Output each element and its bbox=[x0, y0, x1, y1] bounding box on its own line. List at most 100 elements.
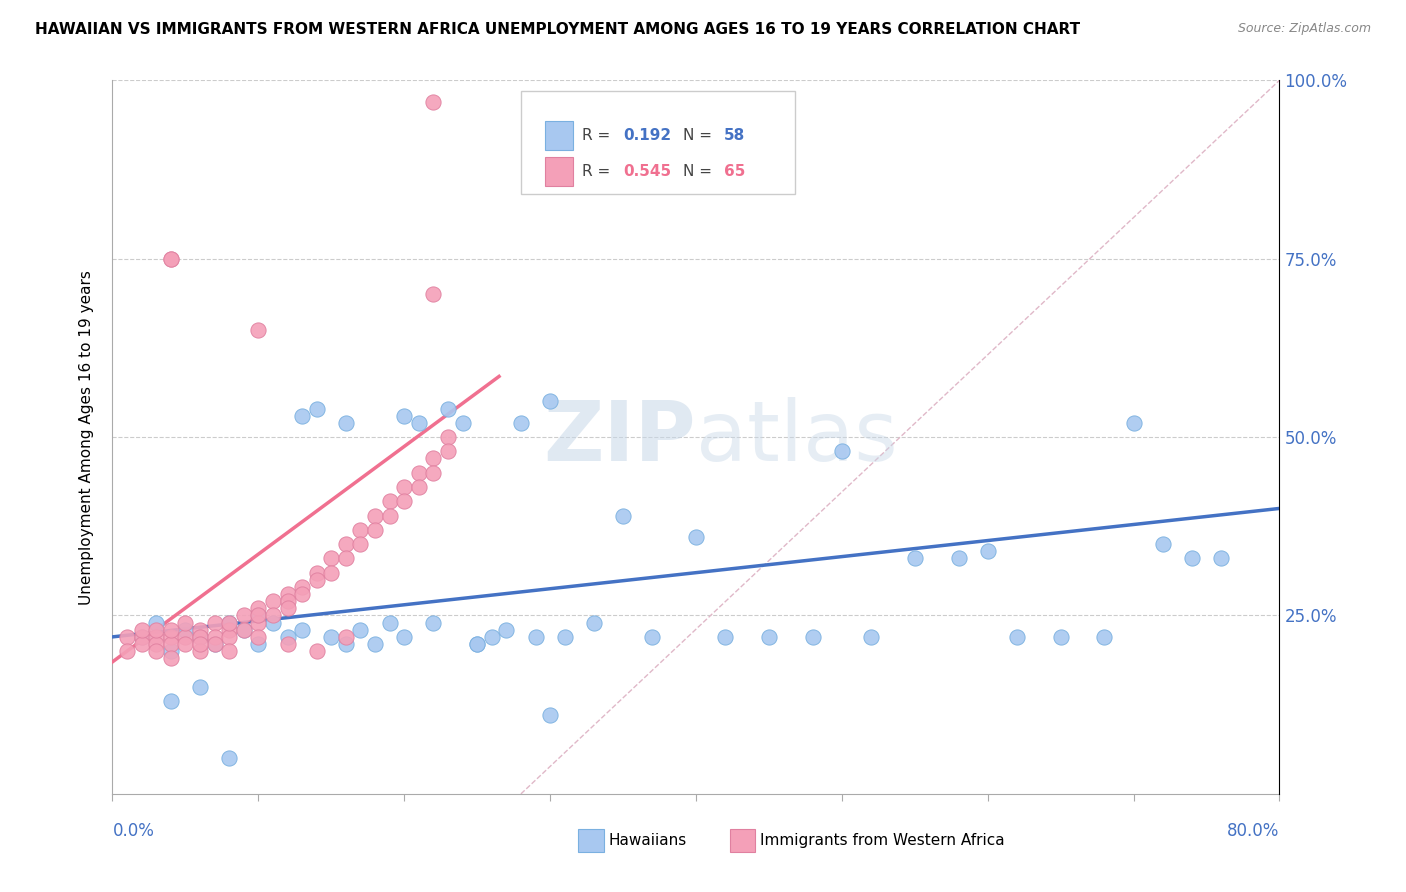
Text: ZIP: ZIP bbox=[544, 397, 696, 477]
Point bbox=[145, 623, 167, 637]
Point bbox=[335, 637, 357, 651]
Point bbox=[276, 587, 298, 601]
Point bbox=[145, 644, 167, 658]
Point bbox=[1005, 630, 1028, 644]
Point bbox=[188, 623, 211, 637]
Point bbox=[160, 630, 183, 644]
Point bbox=[364, 637, 387, 651]
Point bbox=[831, 444, 853, 458]
Point bbox=[422, 615, 444, 630]
Point bbox=[204, 637, 226, 651]
Point bbox=[378, 494, 401, 508]
Text: HAWAIIAN VS IMMIGRANTS FROM WESTERN AFRICA UNEMPLOYMENT AMONG AGES 16 TO 19 YEAR: HAWAIIAN VS IMMIGRANTS FROM WESTERN AFRI… bbox=[35, 22, 1080, 37]
Text: 0.0%: 0.0% bbox=[112, 822, 155, 840]
Point bbox=[115, 630, 138, 644]
Point bbox=[408, 416, 430, 430]
Point bbox=[276, 637, 298, 651]
Text: atlas: atlas bbox=[696, 397, 897, 477]
Point bbox=[305, 573, 328, 587]
Text: R =: R = bbox=[582, 164, 614, 178]
Point bbox=[247, 630, 270, 644]
Point bbox=[160, 644, 183, 658]
Text: N =: N = bbox=[683, 164, 717, 178]
Point bbox=[174, 630, 197, 644]
Point bbox=[291, 587, 314, 601]
Text: 65: 65 bbox=[724, 164, 745, 178]
Point bbox=[232, 623, 254, 637]
Point bbox=[904, 551, 927, 566]
Point bbox=[204, 615, 226, 630]
Point bbox=[394, 494, 416, 508]
Point bbox=[378, 508, 401, 523]
Text: 58: 58 bbox=[724, 128, 745, 143]
FancyBboxPatch shape bbox=[546, 157, 574, 186]
Point bbox=[115, 644, 138, 658]
Point bbox=[714, 630, 737, 644]
Y-axis label: Unemployment Among Ages 16 to 19 years: Unemployment Among Ages 16 to 19 years bbox=[79, 269, 94, 605]
Point bbox=[160, 623, 183, 637]
Point bbox=[422, 287, 444, 301]
Point bbox=[1094, 630, 1116, 644]
Point bbox=[305, 401, 328, 416]
Point bbox=[349, 523, 371, 537]
Text: 0.545: 0.545 bbox=[624, 164, 672, 178]
Point bbox=[291, 580, 314, 594]
Point bbox=[160, 252, 183, 266]
Point bbox=[131, 623, 153, 637]
Point bbox=[232, 608, 254, 623]
Point bbox=[305, 644, 328, 658]
Point bbox=[437, 401, 460, 416]
Point bbox=[276, 601, 298, 615]
Point bbox=[437, 444, 460, 458]
Point bbox=[378, 615, 401, 630]
Point bbox=[465, 637, 488, 651]
Point bbox=[335, 537, 357, 551]
Point bbox=[394, 480, 416, 494]
Point bbox=[538, 394, 561, 409]
Point bbox=[131, 630, 153, 644]
Point bbox=[204, 637, 226, 651]
Point bbox=[276, 630, 298, 644]
Point bbox=[1209, 551, 1232, 566]
Point bbox=[422, 95, 444, 109]
Point bbox=[247, 323, 270, 337]
Point bbox=[188, 680, 211, 694]
Text: N =: N = bbox=[683, 128, 717, 143]
Point bbox=[364, 508, 387, 523]
Point bbox=[160, 637, 183, 651]
Point bbox=[948, 551, 970, 566]
Point bbox=[1181, 551, 1204, 566]
Point bbox=[524, 630, 547, 644]
Point bbox=[188, 637, 211, 651]
Point bbox=[349, 623, 371, 637]
Point bbox=[145, 615, 167, 630]
Point bbox=[364, 523, 387, 537]
Point bbox=[408, 480, 430, 494]
FancyBboxPatch shape bbox=[730, 829, 755, 852]
Point bbox=[394, 409, 416, 423]
Point bbox=[174, 637, 197, 651]
Point bbox=[218, 751, 240, 765]
Point bbox=[349, 537, 371, 551]
Point bbox=[145, 637, 167, 651]
Point bbox=[218, 623, 240, 637]
Point bbox=[218, 615, 240, 630]
Point bbox=[218, 615, 240, 630]
Point bbox=[582, 615, 605, 630]
Point bbox=[247, 637, 270, 651]
Point bbox=[247, 608, 270, 623]
Point bbox=[247, 615, 270, 630]
Point bbox=[860, 630, 883, 644]
Point bbox=[801, 630, 824, 644]
Point bbox=[554, 630, 576, 644]
FancyBboxPatch shape bbox=[520, 91, 796, 194]
Text: Source: ZipAtlas.com: Source: ZipAtlas.com bbox=[1237, 22, 1371, 36]
Point bbox=[1122, 416, 1144, 430]
Point bbox=[758, 630, 780, 644]
Text: Immigrants from Western Africa: Immigrants from Western Africa bbox=[761, 833, 1005, 847]
Point bbox=[422, 451, 444, 466]
Point bbox=[1152, 537, 1174, 551]
Point bbox=[131, 637, 153, 651]
Point bbox=[174, 623, 197, 637]
Point bbox=[174, 615, 197, 630]
